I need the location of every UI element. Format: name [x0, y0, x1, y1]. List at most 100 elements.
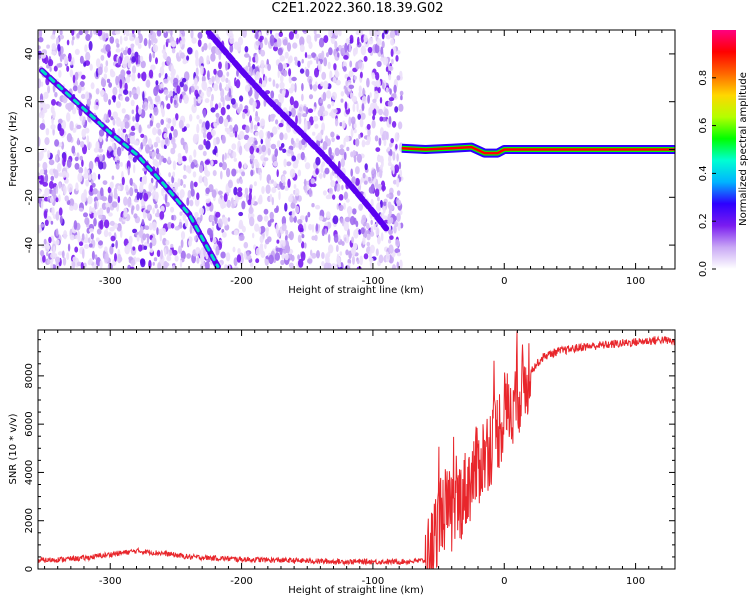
noise-speckle: [359, 118, 364, 128]
noise-speckle: [231, 203, 235, 209]
noise-speckle: [350, 37, 354, 43]
noise-speckle: [232, 127, 236, 134]
noise-speckle: [149, 120, 154, 127]
noise-speckle: [358, 59, 363, 69]
y-tick-label: 8000: [24, 363, 35, 388]
noise-speckle: [238, 161, 242, 169]
noise-speckle: [381, 32, 385, 40]
noise-speckle: [198, 89, 202, 95]
noise-speckle: [385, 34, 391, 40]
noise-speckle: [204, 98, 210, 104]
noise-speckle: [82, 248, 85, 259]
noise-speckle: [78, 241, 84, 246]
noise-speckle: [255, 54, 259, 64]
noise-speckle: [277, 69, 280, 79]
noise-speckle: [155, 148, 160, 155]
noise-speckle: [40, 250, 45, 257]
noise-speckle: [396, 199, 402, 207]
noise-speckle: [52, 168, 56, 174]
noise-speckle: [58, 194, 61, 203]
noise-speckle: [166, 123, 171, 129]
noise-speckle: [236, 69, 239, 77]
noise-speckle: [79, 81, 85, 87]
noise-speckle: [59, 30, 63, 36]
noise-speckle: [366, 241, 371, 247]
noise-speckle: [311, 52, 316, 58]
x-tick-label: -100: [362, 276, 385, 287]
noise-speckle: [341, 241, 345, 246]
noise-speckle: [219, 162, 223, 168]
noise-speckle: [308, 94, 314, 100]
snr-y-axis-label: SNR (10 * v/v): [8, 413, 19, 484]
noise-speckle: [106, 78, 111, 83]
noise-speckle: [98, 240, 103, 246]
noise-speckle: [190, 180, 194, 191]
noise-speckle: [49, 196, 54, 203]
noise-speckle: [51, 189, 57, 197]
noise-speckle: [87, 195, 93, 205]
colorbar-ticks: 0.0 0.2 0.4 0.6 0.8: [698, 70, 716, 277]
noise-speckle: [112, 86, 118, 96]
noise-speckle: [44, 103, 51, 110]
noise-speckle: [255, 31, 259, 40]
noise-speckle: [55, 197, 59, 203]
noise-speckle: [52, 30, 56, 35]
colorbar: 0.0 0.2 0.4 0.6 0.8 Normalized spectral ampl…: [698, 30, 749, 277]
noise-speckle: [269, 193, 273, 203]
noise-speckle: [38, 54, 41, 60]
noise-speckle: [198, 56, 204, 66]
noise-speckle: [52, 253, 58, 258]
noise-speckle: [42, 161, 48, 171]
noise-speckle: [39, 150, 44, 160]
noise-speckle: [99, 219, 104, 230]
y-tick-label: -40: [24, 237, 35, 253]
noise-speckle: [301, 93, 304, 102]
noise-speckle: [330, 180, 336, 188]
noise-speckle: [324, 228, 328, 235]
noise-speckle: [281, 175, 286, 183]
noise-speckle: [224, 152, 227, 160]
noise-speckle: [150, 177, 154, 184]
noise-speckle: [275, 119, 279, 125]
noise-speckle: [55, 211, 60, 221]
noise-speckle: [134, 37, 140, 46]
x-tick-label: 0: [501, 576, 507, 587]
noise-speckle: [324, 135, 329, 143]
noise-speckle: [113, 149, 117, 157]
noise-speckle: [375, 248, 379, 256]
noise-speckle: [346, 206, 353, 215]
noise-speckle: [372, 115, 376, 121]
spectrogram-traces: [38, 30, 675, 269]
noise-speckle: [117, 185, 121, 191]
noise-speckle: [220, 199, 224, 205]
noise-speckle: [159, 211, 165, 220]
noise-speckle: [131, 109, 135, 115]
noise-speckle: [38, 175, 44, 180]
noise-speckle: [70, 60, 73, 66]
noise-speckle: [394, 132, 400, 142]
noise-speckle: [391, 121, 397, 128]
noise-speckle: [298, 116, 302, 125]
noise-speckle: [73, 202, 78, 211]
noise-speckle: [260, 118, 266, 127]
noise-speckle: [83, 244, 89, 249]
noise-speckle: [171, 47, 176, 54]
noise-speckle: [64, 178, 69, 184]
noise-speckle: [158, 72, 162, 78]
noise-speckle: [167, 156, 171, 164]
noise-speckle: [57, 162, 62, 172]
noise-speckle: [197, 96, 202, 104]
noise-speckle: [83, 212, 88, 218]
noise-speckle: [198, 207, 205, 215]
noise-speckle: [242, 112, 246, 120]
noise-speckle: [247, 199, 252, 206]
x-tick-label: 0: [501, 276, 507, 287]
noise-speckle: [358, 203, 363, 211]
noise-speckle: [136, 257, 140, 262]
noise-speckle: [83, 173, 89, 180]
noise-speckle: [138, 124, 142, 134]
noise-speckle: [297, 254, 300, 260]
noise-speckle: [188, 154, 193, 164]
noise-speckle: [281, 55, 284, 61]
